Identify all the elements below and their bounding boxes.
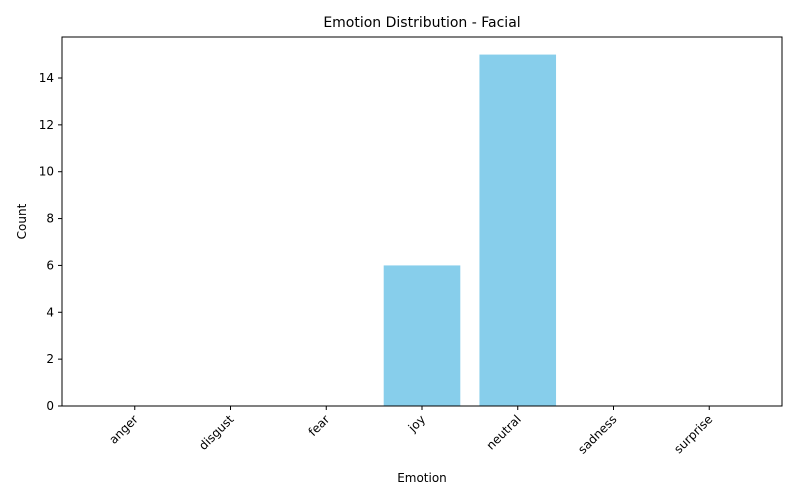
y-tick-label: 6 <box>46 258 54 272</box>
x-tick-label-surprise: surprise <box>671 412 715 456</box>
x-tick-label-joy: joy <box>405 412 428 435</box>
y-tick-label: 0 <box>46 399 54 413</box>
chart-title: Emotion Distribution - Facial <box>323 15 520 31</box>
x-tick-label-anger: anger <box>106 412 141 447</box>
y-tick-label: 12 <box>39 118 54 132</box>
plot-frame <box>61 36 783 407</box>
y-tick-label: 2 <box>46 352 54 366</box>
x-tick-label-neutral: neutral <box>484 412 524 452</box>
y-axis-label: Count <box>15 203 29 239</box>
y-tick-label: 14 <box>39 71 54 85</box>
x-tick-label-disgust: disgust <box>196 412 237 453</box>
x-axis: anger disgust fear joy neutral sadness surpris… <box>106 406 715 457</box>
y-axis: 0 2 4 6 8 10 12 14 <box>39 71 62 413</box>
bars-group <box>383 54 557 406</box>
y-tick-label: 4 <box>46 305 54 319</box>
bar-joy <box>383 265 461 406</box>
x-tick-label-sadness: sadness <box>575 412 619 456</box>
bar-neutral <box>479 54 557 406</box>
x-tick-label-fear: fear <box>306 412 333 439</box>
y-tick-label: 8 <box>46 212 54 226</box>
x-axis-label: Emotion <box>397 471 447 485</box>
y-tick-label: 10 <box>39 165 54 179</box>
